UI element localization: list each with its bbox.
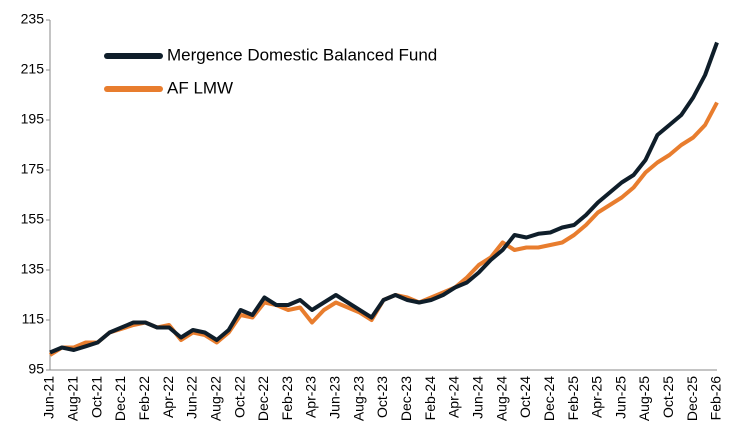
x-tick-label: Oct-22 (231, 376, 247, 418)
series-line (49, 41, 719, 355)
x-tick-label: Dec-23 (398, 376, 414, 421)
x-tick-label: Apr-25 (589, 376, 605, 418)
x-tick-label: Jun-25 (612, 376, 628, 419)
x-tick-label: Aug-23 (350, 376, 366, 421)
legend-label: AF LMW (167, 78, 233, 97)
x-tick-label: Feb-24 (422, 376, 438, 421)
x-tick-label: Dec-25 (684, 376, 700, 421)
x-tick-label: Jun-24 (469, 376, 485, 419)
x-tick-label: Aug-22 (207, 376, 223, 421)
legend-label: Mergence Domestic Balanced Fund (167, 45, 437, 64)
x-tick-label: Aug-24 (493, 376, 509, 421)
x-tick-label: Oct-24 (517, 376, 533, 418)
x-tick-label: Oct-23 (374, 376, 390, 418)
x-tick-label: Dec-21 (112, 376, 128, 421)
x-tick-label: Oct-25 (660, 376, 676, 418)
x-tick-label: Aug-25 (636, 376, 652, 421)
y-tick-label: 235 (21, 11, 45, 27)
x-tick-label: Feb-26 (708, 376, 724, 421)
x-tick-label: Feb-25 (565, 376, 581, 421)
x-tick-label: Feb-23 (279, 376, 295, 421)
series-line (48, 101, 719, 357)
x-tick-label: Aug-21 (65, 376, 81, 421)
x-tick-label: Jun-23 (327, 376, 343, 419)
x-tick-label: Feb-22 (136, 376, 152, 421)
x-tick-label: Dec-22 (255, 376, 271, 421)
x-tick-label: Jun-22 (184, 376, 200, 419)
y-tick-label: 115 (22, 311, 45, 327)
x-tick-label: Oct-21 (88, 376, 104, 418)
x-tick-label: Dec-24 (541, 376, 557, 421)
y-tick-label: 175 (21, 161, 45, 177)
x-tick-label: Jun-21 (41, 376, 57, 419)
y-tick-label: 215 (21, 61, 45, 77)
x-tick-label: Apr-22 (160, 376, 176, 418)
y-tick-label: 195 (21, 111, 45, 127)
y-tick-label: 135 (21, 261, 45, 277)
x-tick-label: Apr-23 (303, 376, 319, 418)
x-tick-label: Apr-24 (446, 376, 462, 418)
y-tick-label: 95 (28, 361, 44, 377)
y-tick-label: 155 (21, 211, 45, 227)
